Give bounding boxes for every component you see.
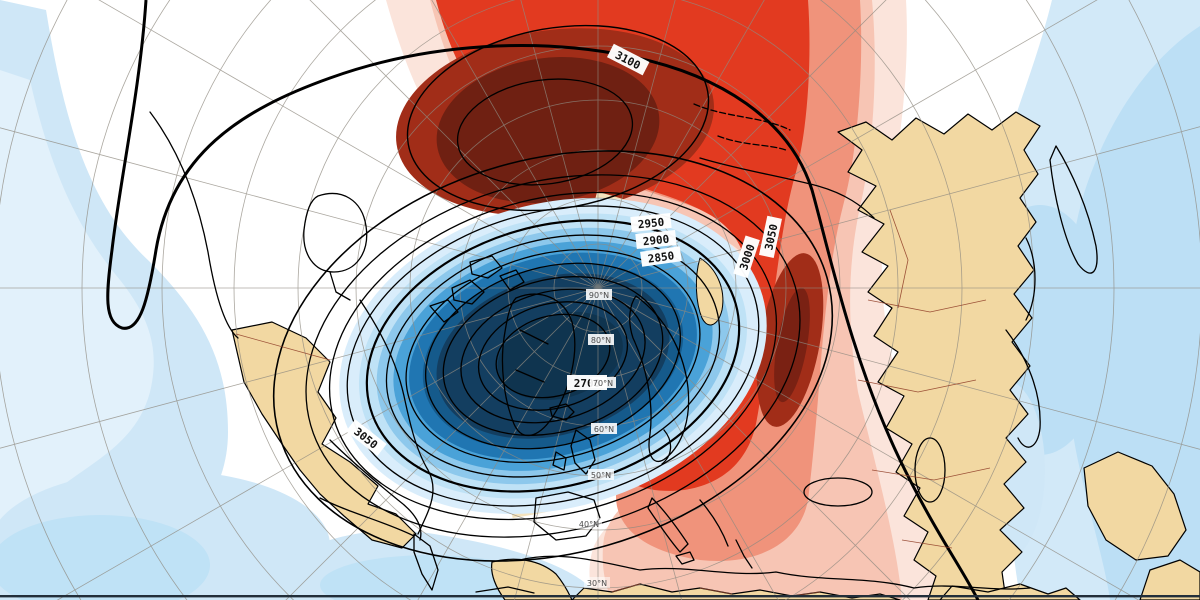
contour-label: 2950 <box>630 212 672 233</box>
iceland-coastline <box>549 403 575 421</box>
coastlines <box>149 103 1098 594</box>
latitude-labels: 90°N 80°N 70°N 60°N 50°N 40°N 30°N <box>576 289 617 588</box>
latitude-label-text: 90°N <box>589 291 609 300</box>
contour-label-text: 3050 <box>762 223 780 252</box>
latitude-label: 70°N <box>590 377 616 388</box>
latitude-label: 50°N <box>588 469 614 480</box>
negative-anomaly-shading <box>339 198 767 514</box>
caspian-sea <box>914 437 946 503</box>
chukotka-coastline <box>693 103 791 151</box>
map-frame-bottom <box>0 595 1200 598</box>
land-fills <box>231 111 1200 600</box>
mexico-landmass <box>231 321 417 549</box>
contour-label: 2850 <box>640 246 682 267</box>
latitude-label-text: 80°N <box>591 336 611 345</box>
borders <box>235 209 991 597</box>
hudson-bay <box>303 192 368 301</box>
latitude-label: 30°N <box>584 577 610 588</box>
japan-coastline <box>1005 329 1041 448</box>
contour-label-text: 2950 <box>637 216 665 232</box>
latitude-label-text: 30°N <box>587 579 607 588</box>
arctic-archipelago <box>429 255 525 323</box>
contour-label-text: 2850 <box>647 249 675 266</box>
contour-label: 3050 <box>759 215 783 259</box>
italy-coastline <box>647 497 695 565</box>
gulf-coastline <box>319 497 535 594</box>
greenland-coastline <box>501 293 576 436</box>
north-america-west-coast <box>149 111 239 339</box>
africa-north-coastline <box>519 555 1031 590</box>
latitude-label-text: 70°N <box>593 379 613 388</box>
siberia-coastline <box>699 157 875 219</box>
florida-coastline <box>413 533 439 591</box>
black-sea <box>803 477 873 507</box>
latitude-label: 60°N <box>591 423 617 434</box>
central-america-coastline <box>329 439 422 541</box>
latitude-label: 80°N <box>588 334 614 345</box>
latitude-label: 40°N <box>576 518 602 529</box>
sakhalin-coastline <box>1025 237 1036 321</box>
contour-label: 2900 <box>635 229 677 250</box>
contour-3100 <box>106 0 980 600</box>
north-america-east-coast <box>359 299 434 535</box>
uk-coastline <box>552 429 596 475</box>
balkans-coastline <box>699 499 753 569</box>
scandinavia-coastline <box>629 295 690 465</box>
kamchatka-coastline <box>1049 145 1098 274</box>
asia-landmass <box>837 111 1041 600</box>
latitude-label: 90°N <box>586 289 612 300</box>
corner-landmass <box>1139 559 1200 600</box>
latitude-label-text: 60°N <box>594 425 614 434</box>
height-contours <box>106 0 980 600</box>
latitude-label-text: 50°N <box>591 471 611 480</box>
arabia-landmass <box>1083 451 1187 561</box>
latitude-label-text: 40°N <box>579 520 599 529</box>
contour-label-text: 2900 <box>642 233 670 249</box>
